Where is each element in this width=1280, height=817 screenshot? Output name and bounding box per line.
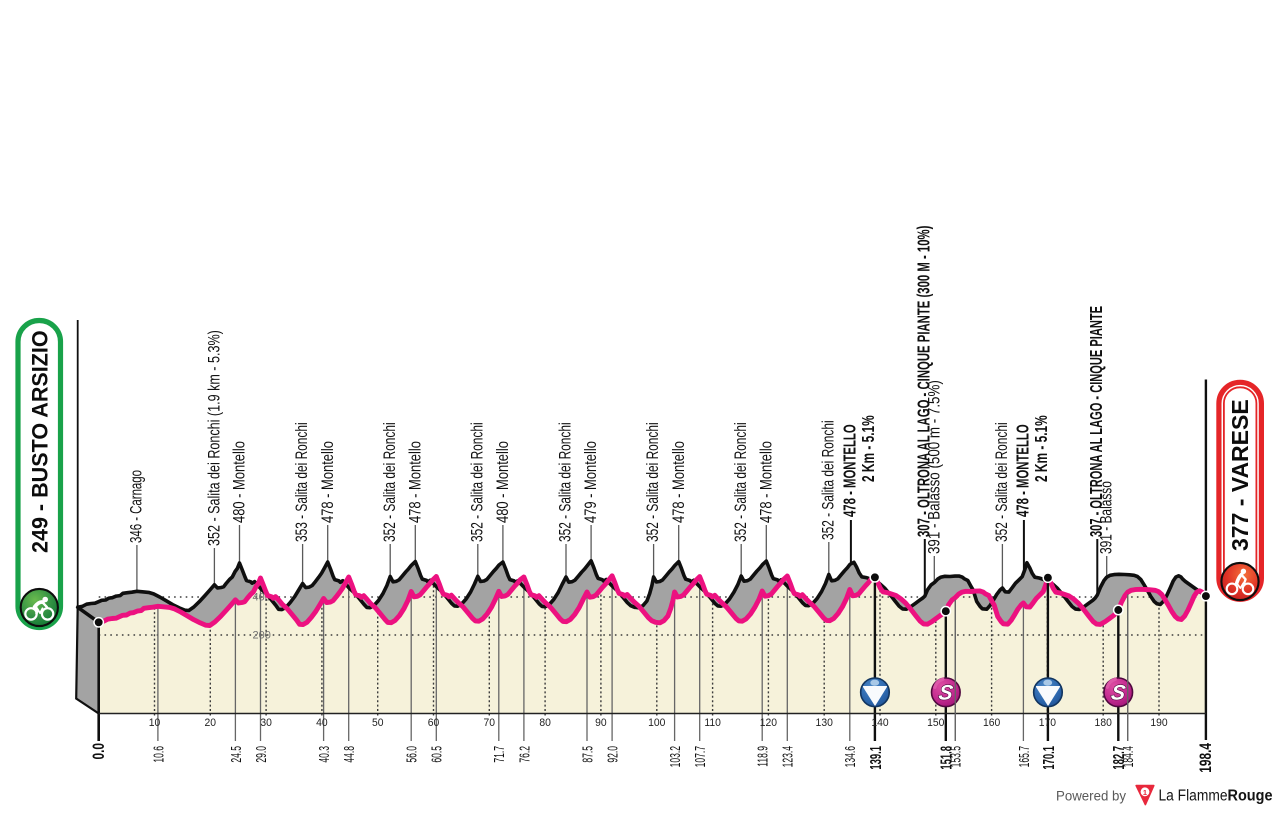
svg-text:182.7: 182.7 (1110, 746, 1128, 770)
svg-text:134.6: 134.6 (842, 746, 859, 768)
svg-text:352 - Salita dei Ronchi: 352 - Salita dei Ronchi (820, 420, 839, 540)
svg-text:249 - BUSTO ARSIZIO: 249 - BUSTO ARSIZIO (27, 330, 52, 553)
svg-text:139.1: 139.1 (866, 746, 884, 770)
svg-text:107.7: 107.7 (692, 746, 709, 768)
svg-text:130: 130 (816, 717, 833, 730)
svg-text:198.4: 198.4 (1197, 742, 1216, 772)
svg-text:478 - Montello: 478 - Montello (318, 441, 337, 523)
svg-text:29.0: 29.0 (252, 746, 269, 763)
svg-text:391 - Balasso (500 m - 7.5%): 391 - Balasso (500 m - 7.5%) (925, 380, 944, 554)
svg-text:100: 100 (648, 717, 665, 730)
svg-text:480 - Montello: 480 - Montello (230, 441, 249, 523)
svg-text:391 - Balasso: 391 - Balasso (1097, 481, 1116, 554)
svg-text:352 - Salita dei Ronchi (1.9 k: 352 - Salita dei Ronchi (1.9 km - 5.3%) (205, 330, 224, 546)
svg-text:190: 190 (1150, 717, 1167, 730)
svg-text:180: 180 (1095, 717, 1112, 730)
svg-text:90: 90 (595, 717, 607, 730)
svg-text:1: 1 (1143, 788, 1147, 797)
svg-text:56.0: 56.0 (403, 746, 420, 763)
svg-text:153.5: 153.5 (947, 746, 964, 768)
svg-text:44.8: 44.8 (341, 746, 358, 763)
svg-text:50: 50 (372, 717, 384, 730)
svg-text:60: 60 (428, 717, 440, 730)
svg-text:40.3: 40.3 (315, 746, 332, 763)
svg-text:170: 170 (1039, 717, 1056, 730)
svg-text:76.2: 76.2 (516, 746, 533, 763)
svg-text:160: 160 (983, 717, 1000, 730)
svg-text:200: 200 (253, 630, 271, 642)
svg-text:479 - Montello: 479 - Montello (582, 441, 601, 523)
svg-text:377 - VARESE: 377 - VARESE (1227, 399, 1253, 551)
svg-text:0.0: 0.0 (90, 743, 109, 760)
svg-text:123.4: 123.4 (779, 746, 796, 768)
svg-text:478 - Montello: 478 - Montello (757, 441, 776, 523)
svg-text:92.0: 92.0 (604, 746, 621, 763)
svg-text:118.9: 118.9 (754, 746, 771, 767)
svg-text:70: 70 (484, 717, 496, 730)
svg-text:150: 150 (927, 717, 944, 730)
svg-text:352 - Salita dei Ronchi: 352 - Salita dei Ronchi (557, 422, 576, 542)
svg-text:478 - MONTELLO: 478 - MONTELLO (842, 424, 861, 517)
svg-text:353 - Salita dei Ronchi: 353 - Salita dei Ronchi (293, 422, 312, 542)
svg-text:71.7: 71.7 (491, 746, 508, 763)
svg-text:184.4: 184.4 (1120, 746, 1137, 768)
svg-text:60.5: 60.5 (428, 746, 445, 763)
svg-text:307 - OLTRONA AL LAGO - CINQUE: 307 - OLTRONA AL LAGO - CINQUE PIANTE (1088, 306, 1107, 537)
svg-text:151.8: 151.8 (937, 746, 955, 770)
svg-text:10: 10 (149, 717, 161, 730)
svg-text:352 - Salita dei Ronchi: 352 - Salita dei Ronchi (732, 422, 751, 542)
svg-text:110: 110 (704, 717, 721, 730)
svg-text:478 - Montello: 478 - Montello (406, 441, 425, 523)
svg-text:352 - Salita dei Ronchi: 352 - Salita dei Ronchi (644, 422, 663, 542)
svg-text:2 Km - 5.1%: 2 Km - 5.1% (1032, 415, 1052, 482)
svg-text:480 - Montello: 480 - Montello (493, 441, 512, 523)
svg-text:2 Km - 5.1%: 2 Km - 5.1% (859, 415, 879, 482)
svg-text:478 - MONTELLO: 478 - MONTELLO (1015, 424, 1034, 517)
svg-text:352 - Salita dei Ronchi: 352 - Salita dei Ronchi (993, 422, 1012, 542)
svg-text:40: 40 (316, 717, 328, 730)
svg-text:20: 20 (205, 717, 217, 730)
svg-text:Powered by: Powered by (1056, 788, 1126, 804)
svg-text:120: 120 (760, 717, 777, 730)
svg-text:165.7: 165.7 (1015, 746, 1032, 768)
svg-text:87.5: 87.5 (579, 746, 596, 763)
svg-text:170.1: 170.1 (1039, 746, 1057, 770)
svg-text:24.5: 24.5 (227, 746, 244, 763)
svg-text:80: 80 (539, 717, 551, 730)
svg-text:478 - Montello: 478 - Montello (669, 441, 688, 523)
svg-text:S: S (937, 681, 954, 704)
svg-text:30: 30 (260, 717, 272, 730)
svg-text:103.2: 103.2 (666, 746, 683, 768)
svg-text:352 - Salita dei Ronchi: 352 - Salita dei Ronchi (381, 422, 400, 542)
svg-text:S: S (1110, 681, 1127, 704)
svg-text:10.6: 10.6 (150, 746, 167, 763)
svg-text:352 - Salita dei Ronchi: 352 - Salita dei Ronchi (469, 422, 488, 542)
svg-text:140: 140 (871, 717, 888, 730)
svg-text:Rouge: Rouge (1228, 788, 1273, 805)
svg-text:346 - Carnago: 346 - Carnago (128, 470, 147, 543)
svg-text:307 - OLTRONA AL LAGO - CINQUE: 307 - OLTRONA AL LAGO - CINQUE PIANTE (3… (915, 226, 934, 537)
svg-text:La Flamme: La Flamme (1159, 788, 1228, 805)
